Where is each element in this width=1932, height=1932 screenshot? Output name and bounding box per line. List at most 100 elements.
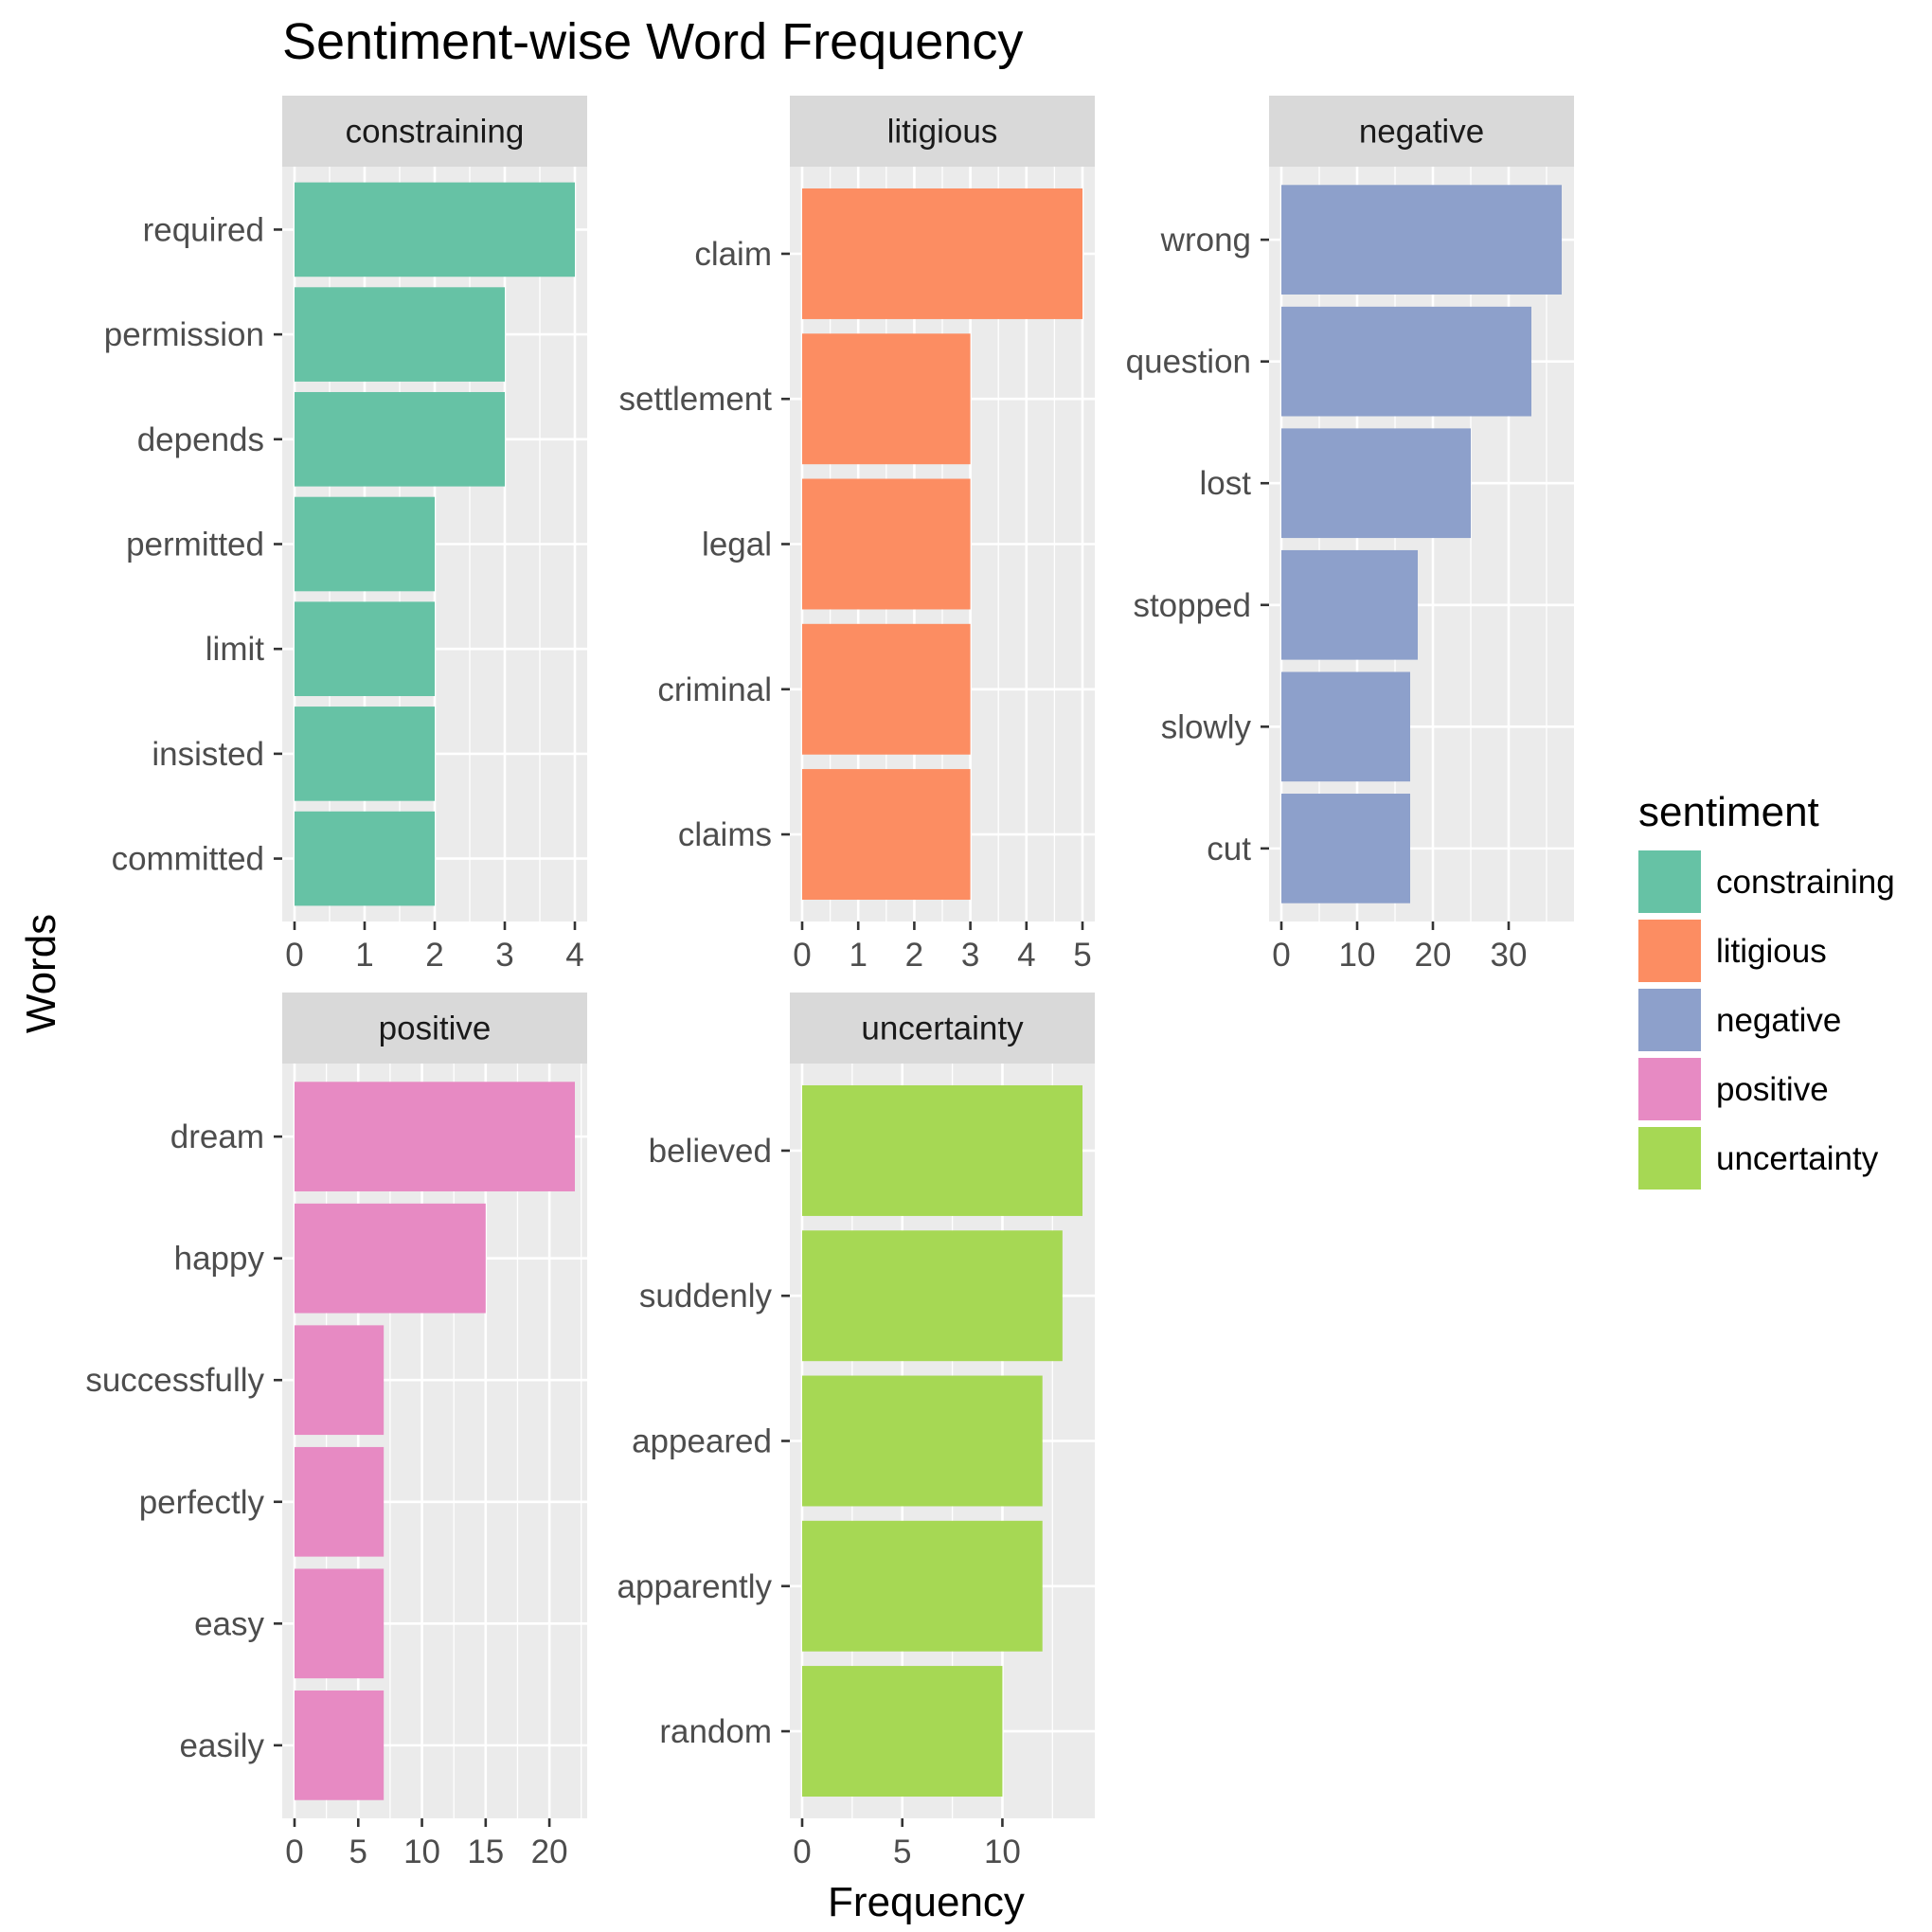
y-tick-label: permission bbox=[104, 316, 264, 353]
y-tick-label: committed bbox=[112, 841, 264, 878]
legend-label-negative: negative bbox=[1716, 1002, 1841, 1039]
y-tick-label: appeared bbox=[632, 1423, 772, 1460]
bar-insisted bbox=[295, 707, 435, 801]
facet-positive: positive dream happy successfully perfectly e… bbox=[85, 993, 587, 1870]
x-tick-label: 1 bbox=[355, 937, 373, 974]
legend-key-negative bbox=[1638, 989, 1701, 1051]
y-tick-label: question bbox=[1126, 344, 1251, 381]
x-tick-label: 0 bbox=[285, 1834, 303, 1870]
y-tick-label: required bbox=[143, 211, 264, 248]
bar-wrong bbox=[1281, 185, 1562, 295]
y-tick-label: lost bbox=[1200, 465, 1252, 502]
x-tick-label: 10 bbox=[403, 1834, 440, 1870]
y-tick-label: depends bbox=[137, 421, 264, 458]
legend-label-constraining: constraining bbox=[1716, 864, 1895, 901]
y-tick-label: slowly bbox=[1161, 708, 1252, 745]
y-tick-label: stopped bbox=[1133, 587, 1251, 624]
bar-legal bbox=[802, 478, 971, 610]
x-axis-title: Frequency bbox=[828, 1879, 1025, 1925]
bar-cut bbox=[1281, 794, 1410, 903]
legend-label-positive: positive bbox=[1716, 1071, 1829, 1108]
bar-required bbox=[295, 182, 575, 277]
x-tick-label: 30 bbox=[1491, 937, 1528, 974]
y-tick-label: cut bbox=[1207, 831, 1251, 868]
x-tick-label: 15 bbox=[467, 1834, 504, 1870]
x-tick-label: 5 bbox=[1073, 937, 1091, 974]
y-tick-label: perfectly bbox=[139, 1484, 265, 1521]
x-tick-label: 2 bbox=[905, 937, 923, 974]
legend-label-litigious: litigious bbox=[1716, 933, 1827, 970]
bar-apparently bbox=[802, 1520, 1043, 1652]
chart-title: Sentiment-wise Word Frequency bbox=[282, 13, 1023, 70]
x-tick-label: 20 bbox=[1415, 937, 1452, 974]
y-tick-label: easy bbox=[194, 1605, 264, 1642]
y-tick-label: claims bbox=[678, 816, 772, 853]
x-tick-label: 0 bbox=[793, 1834, 811, 1870]
facet-litigious: litigious claim settlement legal criminal cla… bbox=[619, 96, 1095, 974]
facet-constraining: constraining required permission depends per… bbox=[104, 96, 587, 974]
bar-committed bbox=[295, 811, 435, 906]
bar-criminal bbox=[802, 623, 971, 755]
bar-easy bbox=[295, 1568, 385, 1679]
legend: sentiment constraining litigious negative p… bbox=[1638, 789, 1895, 1190]
bar-depends bbox=[295, 391, 505, 487]
facet-panels: constraining required permission depends per… bbox=[85, 96, 1574, 1870]
x-tick-label: 0 bbox=[285, 937, 303, 974]
y-tick-label: permitted bbox=[126, 527, 264, 564]
strip-bg bbox=[790, 993, 1095, 1064]
x-tick-label: 3 bbox=[961, 937, 979, 974]
legend-label-uncertainty: uncertainty bbox=[1716, 1140, 1879, 1177]
x-tick-label: 5 bbox=[893, 1834, 911, 1870]
x-tick-label: 3 bbox=[495, 937, 513, 974]
y-tick-label: successfully bbox=[85, 1362, 264, 1399]
bar-easily bbox=[295, 1690, 385, 1800]
strip-bg bbox=[282, 96, 587, 167]
legend-key-litigious bbox=[1638, 920, 1701, 982]
bar-perfectly bbox=[295, 1446, 385, 1557]
bar-permitted bbox=[295, 496, 435, 592]
strip-bg bbox=[282, 993, 587, 1064]
bar-slowly bbox=[1281, 671, 1410, 782]
strip-bg bbox=[790, 96, 1095, 167]
x-tick-label: 5 bbox=[349, 1834, 367, 1870]
bar-suddenly bbox=[802, 1230, 1063, 1362]
y-tick-label: happy bbox=[174, 1241, 265, 1278]
y-tick-label: insisted bbox=[152, 736, 264, 773]
y-tick-label: believed bbox=[649, 1133, 772, 1170]
x-tick-label: 2 bbox=[425, 937, 443, 974]
strip-label: constraining bbox=[346, 114, 525, 151]
y-tick-label: dream bbox=[170, 1118, 264, 1155]
strip-label: negative bbox=[1359, 114, 1484, 151]
x-tick-label: 10 bbox=[1339, 937, 1376, 974]
bar-question bbox=[1281, 306, 1531, 417]
legend-key-constraining bbox=[1638, 850, 1701, 913]
bar-claim bbox=[802, 188, 1082, 319]
bar-claims bbox=[802, 769, 971, 901]
bar-permission bbox=[295, 287, 505, 382]
y-tick-label: wrong bbox=[1160, 222, 1251, 259]
strip-label: positive bbox=[379, 1011, 492, 1047]
facet-negative: negative wrong question lost stopped slowly cu… bbox=[1126, 96, 1574, 974]
facet-uncertainty: uncertainty believed suddenly appeared appar… bbox=[617, 993, 1095, 1870]
bar-settlement bbox=[802, 333, 971, 465]
y-tick-label: settlement bbox=[619, 381, 773, 418]
x-tick-label: 20 bbox=[531, 1834, 568, 1870]
strip-bg bbox=[1269, 96, 1574, 167]
y-tick-label: easily bbox=[180, 1727, 265, 1764]
strip-label: uncertainty bbox=[861, 1011, 1024, 1047]
legend-title: sentiment bbox=[1638, 789, 1819, 835]
y-tick-label: random bbox=[659, 1713, 772, 1750]
bar-dream bbox=[295, 1082, 575, 1191]
bar-limit bbox=[295, 601, 435, 697]
strip-label: litigious bbox=[887, 114, 998, 151]
x-tick-label: 4 bbox=[565, 937, 583, 974]
x-tick-label: 1 bbox=[849, 937, 867, 974]
bar-happy bbox=[295, 1203, 486, 1314]
legend-key-uncertainty bbox=[1638, 1127, 1701, 1190]
y-tick-label: limit bbox=[206, 631, 264, 668]
y-tick-label: claim bbox=[694, 236, 772, 273]
bar-appeared bbox=[802, 1375, 1043, 1507]
bar-lost bbox=[1281, 428, 1471, 539]
